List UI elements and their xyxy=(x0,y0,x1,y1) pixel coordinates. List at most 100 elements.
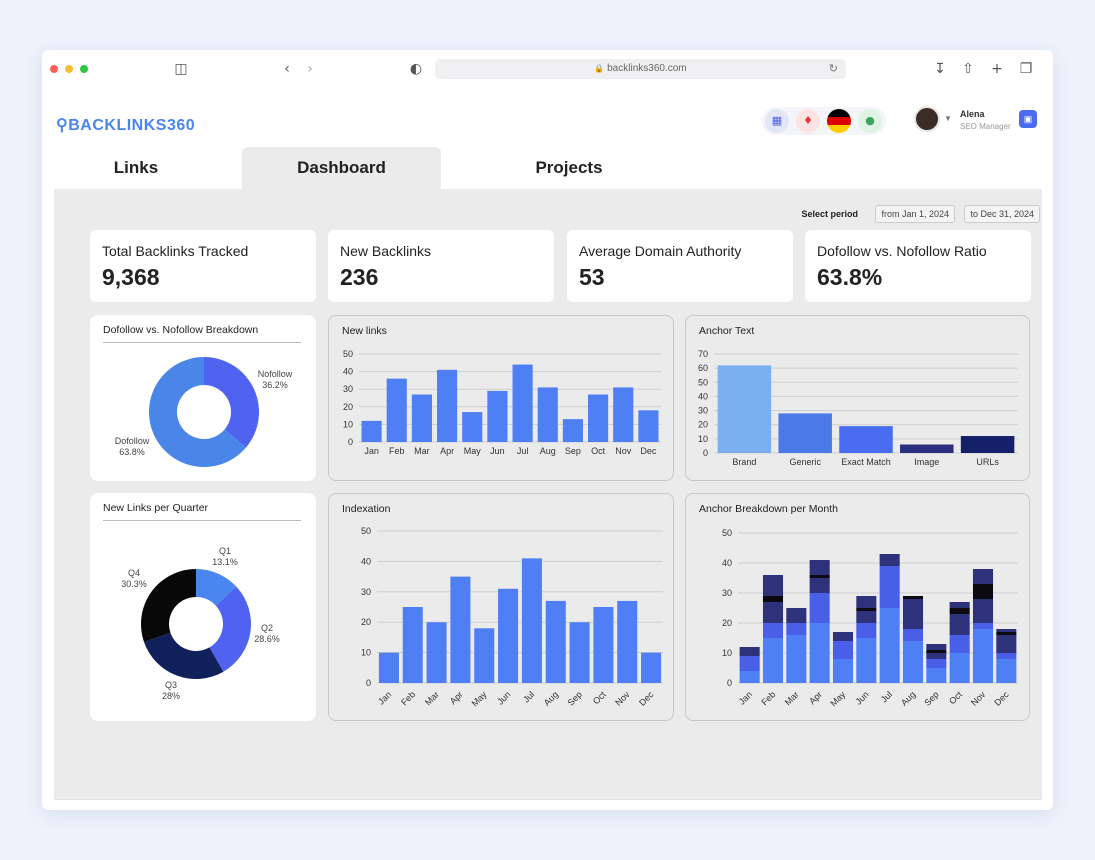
dashboard-panel: Select period from Jan 1, 2024 to Dec 31… xyxy=(54,189,1042,799)
slice-label: Q3 xyxy=(165,680,177,690)
apps-grid-icon[interactable]: ▦ xyxy=(765,109,789,133)
tabs-overview-icon[interactable]: ❐ xyxy=(1019,61,1033,77)
privacy-shield-icon[interactable]: ◐ xyxy=(409,61,423,77)
bar-segment xyxy=(996,635,1017,653)
x-tick-label: URLs xyxy=(976,457,999,467)
bar-segment xyxy=(762,596,784,602)
status-icon[interactable]: ● xyxy=(858,109,882,133)
x-tick-label: Image xyxy=(914,457,939,467)
language-germany-flag-icon[interactable] xyxy=(827,109,851,133)
bottom-bar xyxy=(54,799,1042,810)
bar xyxy=(778,413,832,453)
y-tick-label: 10 xyxy=(698,434,708,444)
period-from-field[interactable]: from Jan 1, 2024 xyxy=(875,205,955,223)
bar xyxy=(641,652,662,683)
bar xyxy=(474,628,495,683)
bar-segment xyxy=(879,566,900,608)
chevron-down-icon: ▼ xyxy=(944,114,952,123)
bar-segment xyxy=(949,614,970,635)
pie-slice xyxy=(141,569,196,642)
y-tick-label: 40 xyxy=(343,367,353,377)
download-icon[interactable]: ↧ xyxy=(934,61,946,77)
x-tick-label: Dec xyxy=(992,689,1011,708)
minimize-window-button[interactable] xyxy=(65,65,73,73)
tab-links[interactable]: Links xyxy=(113,158,159,177)
address-bar[interactable]: 🔒 backlinks360.com ↻ xyxy=(435,59,846,79)
bar-segment xyxy=(832,659,854,683)
forward-icon[interactable]: › xyxy=(307,61,313,77)
slice-label: Nofollow xyxy=(258,369,293,379)
kpi-title: New Backlinks xyxy=(340,243,432,259)
x-tick-label: Apr xyxy=(440,446,454,456)
bar-segment xyxy=(832,635,854,641)
x-tick-label: Oct xyxy=(591,446,606,456)
sidebar-icon[interactable]: ◫ xyxy=(174,61,188,77)
bar xyxy=(588,394,609,442)
x-tick-label: Brand xyxy=(732,457,756,467)
bar-segment xyxy=(902,629,924,641)
bar-segment xyxy=(949,653,970,683)
bar xyxy=(839,426,893,453)
close-window-button[interactable] xyxy=(50,65,58,73)
slice-value-label: 30.3% xyxy=(121,579,147,589)
bar-segment xyxy=(739,656,760,671)
kpi-title: Total Backlinks Tracked xyxy=(102,243,249,259)
y-tick-label: 20 xyxy=(361,617,371,627)
back-icon[interactable]: ‹ xyxy=(284,61,290,77)
x-tick-label: Aug xyxy=(899,689,917,707)
tab-dashboard[interactable]: Dashboard xyxy=(242,147,441,189)
x-tick-label: Jan xyxy=(376,689,393,706)
y-tick-label: 20 xyxy=(343,402,353,412)
reload-icon[interactable]: ↻ xyxy=(828,63,838,75)
y-tick-label: 30 xyxy=(722,588,732,598)
kpi-avg-domain-authority: Average Domain Authority 53 xyxy=(567,230,793,302)
bar-segment xyxy=(856,596,877,608)
app-logo[interactable]: ⚲BACKLINKS360 xyxy=(56,117,196,134)
bar xyxy=(638,410,659,442)
slice-value-label: 13.1% xyxy=(212,557,238,567)
y-tick-label: 20 xyxy=(722,618,732,628)
bar xyxy=(593,607,614,683)
bar-segment xyxy=(809,560,830,575)
kpi-dofollow-ratio: Dofollow vs. Nofollow Ratio 63.8% xyxy=(805,230,1031,302)
x-tick-label: Jul xyxy=(879,689,894,704)
notifications-bell-icon[interactable]: ♦ xyxy=(796,109,820,133)
bar-segment xyxy=(996,632,1017,635)
bar xyxy=(426,622,447,683)
bar xyxy=(450,576,471,683)
bar xyxy=(569,622,590,683)
slice-label: Q4 xyxy=(128,568,140,578)
avatar xyxy=(914,106,940,132)
period-to-field[interactable]: to Dec 31, 2024 xyxy=(964,205,1040,223)
browser-window: ◫ ‹ › ◐ 🔒 backlinks360.com ↻ ↧ ⇧ + ❐ ⚲BA… xyxy=(42,50,1053,810)
bar-segment xyxy=(996,629,1017,632)
y-tick-label: 30 xyxy=(698,406,708,416)
pie-slice xyxy=(149,357,246,467)
user-role: SEO Manager xyxy=(960,122,1011,131)
y-tick-label: 0 xyxy=(348,437,353,447)
share-icon[interactable]: ⇧ xyxy=(962,61,974,77)
bar xyxy=(437,369,458,442)
calendar-button[interactable]: ▣ xyxy=(1019,110,1037,128)
y-tick-label: 50 xyxy=(722,528,732,538)
chart-svg: 0 10 20 30 40 50 60 70 Brand Generic Exact Match Im… xyxy=(698,349,1018,467)
bar xyxy=(562,419,583,442)
search-logo-icon: ⚲ xyxy=(56,117,69,134)
kpi-value: 9,368 xyxy=(102,264,160,290)
y-tick-label: 30 xyxy=(361,587,371,597)
main-tabs: Links Dashboard Projects xyxy=(54,147,1042,189)
bar-segment xyxy=(926,659,947,668)
tab-projects[interactable]: Projects xyxy=(535,158,603,177)
new-tab-icon[interactable]: + xyxy=(991,61,1003,77)
bar-segment xyxy=(762,638,784,683)
bar-segment xyxy=(902,596,924,599)
chart-svg: 0 10 20 30 40 50 Jan Feb Mar Apr May Jun Jul Aug Sep Oc… xyxy=(361,526,663,708)
bar-segment xyxy=(856,623,877,638)
y-tick-label: 40 xyxy=(722,558,732,568)
x-tick-label: Dec xyxy=(640,446,657,456)
y-tick-label: 10 xyxy=(361,648,371,658)
url-text: backlinks360.com xyxy=(607,63,687,74)
bar-segment xyxy=(996,653,1017,659)
zoom-window-button[interactable] xyxy=(80,65,88,73)
